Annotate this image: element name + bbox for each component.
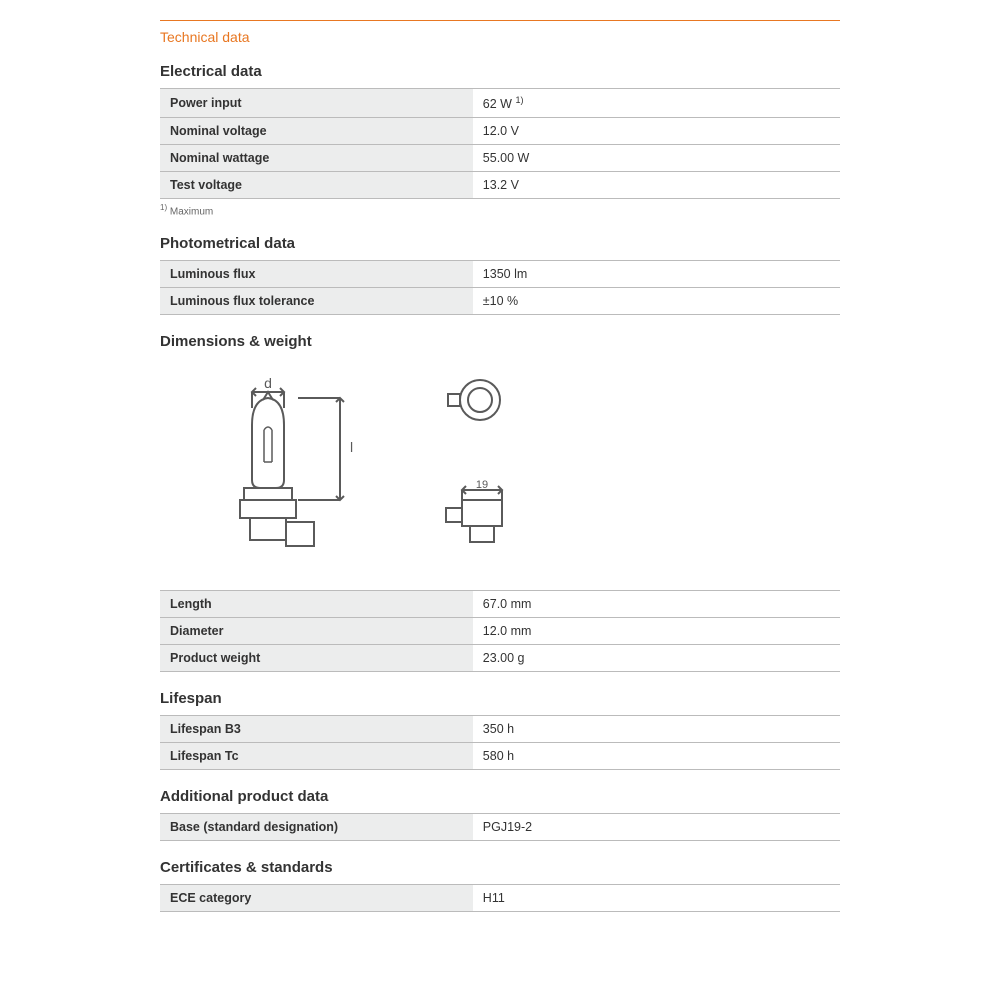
table-row: Luminous flux tolerance ±10 %	[160, 288, 840, 315]
table-row: Luminous flux 1350 lm	[160, 261, 840, 288]
cell-value: 12.0 mm	[473, 618, 840, 645]
cell-label: Test voltage	[160, 172, 473, 199]
table-row: Diameter 12.0 mm	[160, 618, 840, 645]
table-row: Power input 62 W 1)	[160, 89, 840, 118]
cell-label: Luminous flux tolerance	[160, 288, 473, 315]
cell-value: 55.00 W	[473, 145, 840, 172]
cell-label: Product weight	[160, 645, 473, 672]
heading-additional: Additional product data	[160, 788, 840, 805]
table-row: Lifespan Tc 580 h	[160, 743, 840, 770]
cell-value: ±10 %	[473, 288, 840, 315]
cell-label: Nominal voltage	[160, 118, 473, 145]
cell-label: Nominal wattage	[160, 145, 473, 172]
heading-dimensions: Dimensions & weight	[160, 333, 840, 350]
table-row: Lifespan B3 350 h	[160, 716, 840, 743]
cell-value: 67.0 mm	[473, 591, 840, 618]
table-row: Nominal wattage 55.00 W	[160, 145, 840, 172]
table-row: Product weight 23.00 g	[160, 645, 840, 672]
cell-label: Lifespan B3	[160, 716, 473, 743]
bulb-top-diagram: 19	[420, 370, 540, 570]
cell-label: Length	[160, 591, 473, 618]
table-certificates: ECE category H11	[160, 884, 840, 912]
top-rule	[160, 20, 840, 21]
heading-certificates: Certificates & standards	[160, 859, 840, 876]
heading-lifespan: Lifespan	[160, 690, 840, 707]
table-row: Base (standard designation) PGJ19-2	[160, 814, 840, 841]
label-l: l	[350, 439, 353, 455]
cell-value: 13.2 V	[473, 172, 840, 199]
cell-label: Power input	[160, 89, 473, 118]
table-row: ECE category H11	[160, 885, 840, 912]
diagram-row: d l	[190, 370, 840, 570]
heading-electrical: Electrical data	[160, 63, 840, 80]
cell-value: 12.0 V	[473, 118, 840, 145]
table-dimensions: Length 67.0 mm Diameter 12.0 mm Product …	[160, 590, 840, 672]
cell-label: Lifespan Tc	[160, 743, 473, 770]
table-photometrical: Luminous flux 1350 lm Luminous flux tole…	[160, 260, 840, 315]
bulb-side-diagram: d l	[190, 370, 360, 570]
page-title: Technical data	[160, 29, 840, 45]
cell-label: Base (standard designation)	[160, 814, 473, 841]
cell-value: PGJ19-2	[473, 814, 840, 841]
cell-label: Diameter	[160, 618, 473, 645]
cell-label: Luminous flux	[160, 261, 473, 288]
cell-value: H11	[473, 885, 840, 912]
table-row: Test voltage 13.2 V	[160, 172, 840, 199]
table-electrical: Power input 62 W 1) Nominal voltage 12.0…	[160, 88, 840, 199]
table-row: Length 67.0 mm	[160, 591, 840, 618]
table-row: Nominal voltage 12.0 V	[160, 118, 840, 145]
cell-value: 580 h	[473, 743, 840, 770]
cell-value: 1350 lm	[473, 261, 840, 288]
footnote-electrical: 1) Maximum	[160, 203, 840, 217]
cell-value: 62 W 1)	[473, 89, 840, 118]
cell-label: ECE category	[160, 885, 473, 912]
table-lifespan: Lifespan B3 350 h Lifespan Tc 580 h	[160, 715, 840, 770]
heading-photometrical: Photometrical data	[160, 235, 840, 252]
cell-value: 350 h	[473, 716, 840, 743]
table-additional: Base (standard designation) PGJ19-2	[160, 813, 840, 841]
cell-value: 23.00 g	[473, 645, 840, 672]
label-d: d	[264, 375, 272, 391]
